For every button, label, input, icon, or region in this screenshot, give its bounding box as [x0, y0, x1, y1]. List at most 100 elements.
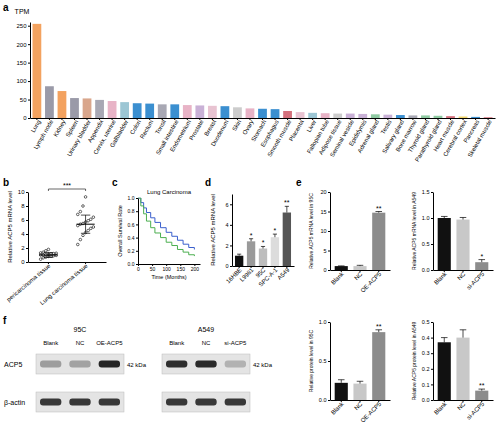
bar	[145, 104, 154, 118]
tick-label: 4	[225, 222, 228, 228]
tick-mark	[431, 270, 433, 271]
tick-label: 50	[150, 266, 156, 272]
tick-mark	[26, 220, 28, 221]
bar	[33, 24, 42, 118]
y-axis-title: Relative ACP5 mRNA level	[7, 191, 13, 263]
tick-label: 6	[225, 202, 228, 208]
tick-label: Colon	[129, 119, 142, 136]
lane-label: NC	[202, 340, 211, 346]
tick-label: 0.3	[422, 350, 430, 356]
error-stem	[444, 338, 445, 343]
tick-mark	[328, 212, 330, 213]
tick-mark	[28, 63, 30, 64]
marks	[39, 196, 94, 261]
tick-label: 0	[23, 115, 27, 121]
error-bar	[460, 330, 467, 338]
tick: 0.6	[128, 222, 138, 228]
bar	[158, 104, 167, 118]
tick-mark	[328, 192, 330, 193]
bar	[353, 384, 366, 400]
point	[39, 252, 42, 255]
tick-label: OE-ACP5	[359, 400, 382, 423]
tick-mark	[431, 192, 433, 193]
bar	[456, 220, 469, 270]
tick: 50	[150, 264, 156, 272]
y-axis-title: Relative ACP5 mRNA level in A549	[411, 192, 417, 270]
band	[166, 361, 187, 368]
tick-label: 15	[320, 209, 326, 215]
band	[195, 399, 216, 406]
tick: Testis	[380, 118, 393, 135]
tick-mark	[136, 251, 138, 252]
tick-label: 10	[320, 228, 326, 234]
axis-line	[28, 193, 29, 263]
tick-mark	[328, 251, 330, 252]
bar	[208, 106, 217, 118]
tick-mark	[28, 100, 30, 101]
tick: 1.0	[422, 215, 433, 221]
panel-label: d	[205, 177, 211, 188]
size-label: 42 kDa	[253, 362, 273, 368]
axis-line	[138, 199, 139, 265]
tick: Blank	[330, 270, 346, 286]
marks	[335, 212, 386, 271]
bar	[358, 114, 367, 118]
bar	[475, 391, 488, 400]
point	[92, 216, 95, 219]
tick-mark	[136, 264, 138, 265]
axis-line	[30, 23, 31, 119]
marks	[438, 216, 489, 270]
tick: 6	[225, 202, 232, 208]
error-cap	[441, 216, 448, 217]
bar	[133, 103, 142, 118]
plot: 05101520BlankNCOE-ACP5**Relative ACP5 mR…	[308, 189, 391, 293]
tick: A549	[276, 266, 291, 281]
error-bar	[357, 381, 364, 383]
tick-label: NC	[353, 400, 364, 411]
error-bar	[478, 389, 485, 391]
tick-label: 0.4	[422, 335, 430, 341]
point	[89, 218, 92, 221]
significance: *	[250, 232, 253, 239]
error-stem	[251, 239, 252, 242]
tick: 15	[320, 209, 330, 215]
bar	[195, 105, 204, 118]
row-label: β-actin	[4, 399, 25, 407]
tick-label: Lung carcinoma tissue	[39, 262, 89, 306]
tick: OE-ACP5	[359, 270, 382, 294]
error-cap	[460, 217, 467, 218]
tick: 0	[23, 115, 30, 121]
band	[99, 399, 120, 406]
tick: Duodenum	[210, 118, 230, 147]
tick-label: 0	[225, 263, 228, 269]
axis-line	[232, 195, 233, 267]
significance: **	[284, 199, 290, 206]
error-cap	[44, 252, 53, 253]
tick: 4	[21, 231, 28, 237]
panel-label: e	[296, 177, 302, 188]
bar	[247, 241, 255, 266]
error-bar	[460, 217, 467, 219]
bar	[95, 100, 104, 118]
panel-label: b	[3, 177, 9, 188]
tick-mark	[136, 238, 138, 239]
error-bar	[357, 265, 364, 267]
group-label: 95C	[74, 326, 87, 333]
tick: 150	[16, 60, 30, 66]
tick-mark	[136, 198, 138, 199]
tick-mark	[230, 225, 232, 226]
bar	[283, 213, 291, 266]
bar	[335, 383, 348, 400]
tick: Lung carcinoma tissue	[39, 262, 89, 306]
tick: 1.5	[422, 189, 433, 195]
significance: **	[376, 323, 382, 330]
tick-mark	[26, 192, 28, 193]
y-axis: 0.00.10.20.30.40.5	[422, 319, 434, 403]
tick-label: 0	[21, 259, 25, 265]
plot: 0.00.10.20.30.40.5BlankNCsi-ACP5**Relati…	[411, 319, 494, 420]
tick-label: Skeletal muscle	[467, 118, 494, 158]
tick: 0.0	[422, 267, 433, 273]
error-bar	[478, 260, 485, 263]
error-stem	[85, 215, 86, 233]
point	[87, 219, 90, 222]
